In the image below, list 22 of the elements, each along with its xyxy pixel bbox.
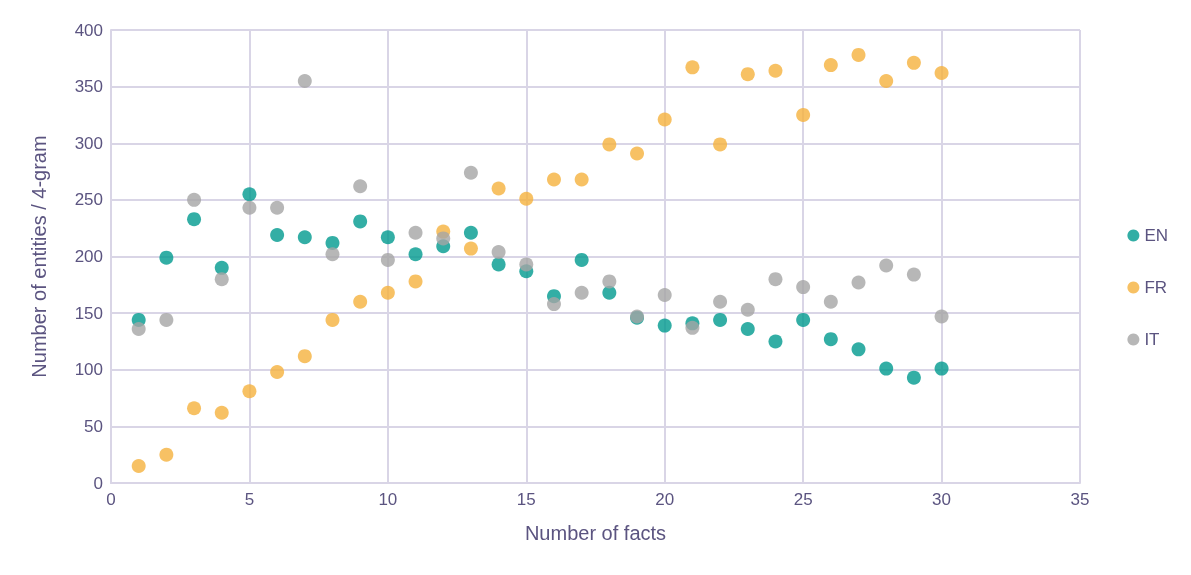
x-tick-label: 5 (244, 490, 255, 509)
y-tick-label: 400 (74, 20, 103, 40)
y-tick-label: 300 (74, 133, 103, 153)
x-tick-label: 25 (793, 490, 813, 509)
y-tick-label: 250 (74, 190, 103, 210)
y-tick-label: 150 (74, 303, 103, 323)
y-axis-title: Number of entities / 4-gram (28, 135, 50, 378)
legend-label: IT (1144, 330, 1160, 349)
x-tick-label: 15 (516, 490, 536, 509)
y-tick-label: 100 (74, 360, 103, 380)
x-tick-label: 35 (1070, 490, 1090, 509)
x-axis-title: Number of facts (524, 522, 667, 544)
legend-label: FR (1144, 278, 1168, 297)
x-tick-label: 30 (932, 490, 952, 509)
y-tick-label: 200 (74, 247, 103, 266)
x-tick-label: 10 (378, 490, 398, 509)
x-tick-label: 0 (106, 490, 116, 509)
y-tick-label: 0 (93, 473, 103, 493)
x-tick-label: 20 (655, 490, 675, 509)
y-tick-label: 50 (84, 416, 103, 436)
y-tick-label: 350 (74, 77, 103, 97)
legend-label: EN (1144, 226, 1169, 245)
